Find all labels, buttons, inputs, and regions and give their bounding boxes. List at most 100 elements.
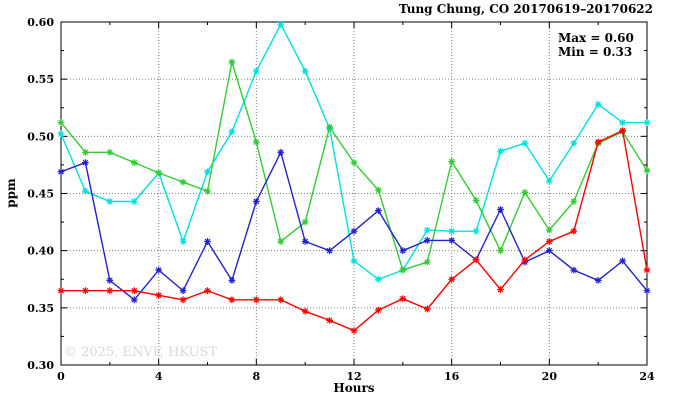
data-point-marker <box>423 258 431 266</box>
data-point-marker <box>130 159 138 166</box>
plot-frame <box>60 21 648 366</box>
data-point-marker <box>155 291 163 299</box>
data-point-marker <box>570 198 578 205</box>
data-point-marker <box>545 226 553 234</box>
data-point-marker <box>521 256 529 264</box>
grid-lines <box>61 22 647 365</box>
data-point-marker <box>228 128 236 136</box>
max-annotation: Max = 0.60 <box>558 31 634 45</box>
data-point-marker <box>375 207 382 214</box>
data-point-marker <box>570 139 578 147</box>
data-point-marker <box>252 138 260 146</box>
data-point-marker <box>619 119 626 126</box>
data-point-marker <box>375 306 382 314</box>
data-point-marker <box>301 238 309 245</box>
data-point-marker <box>497 147 504 155</box>
data-point-marker <box>301 307 309 315</box>
data-point-marker <box>82 148 89 156</box>
y-tick-label: 0.30 <box>27 359 54 372</box>
data-point-marker <box>326 247 333 255</box>
data-point-marker <box>423 226 431 234</box>
data-point-marker <box>399 295 407 303</box>
series-red-markers <box>57 127 651 335</box>
data-point-marker <box>448 158 456 165</box>
data-point-marker <box>472 256 480 264</box>
data-point-marker <box>497 247 504 255</box>
series-red <box>57 127 651 335</box>
y-tick-label: 0.60 <box>27 16 54 29</box>
data-point-marker <box>643 119 651 126</box>
x-tick-label: 12 <box>346 370 361 383</box>
data-point-marker <box>301 218 309 226</box>
data-point-marker <box>472 227 480 235</box>
data-point-marker <box>82 187 89 195</box>
min-annotation: Min = 0.33 <box>558 45 632 59</box>
data-point-marker <box>594 138 602 146</box>
data-point-marker <box>448 275 456 283</box>
data-point-marker <box>326 123 333 131</box>
data-point-marker <box>545 177 553 185</box>
data-point-marker <box>350 159 358 166</box>
data-point-marker <box>57 119 65 126</box>
data-point-marker <box>204 287 211 295</box>
plot-render-layer: 0 4 8 12 16 20 24 0.30 0.35 0.40 0.45 0.50 0.55 0.60 <box>27 16 655 383</box>
data-point-marker <box>350 227 358 235</box>
y-tick-label: 0.55 <box>27 73 54 86</box>
data-point-marker <box>619 127 626 134</box>
y-tick-label: 0.50 <box>27 130 54 143</box>
data-point-marker <box>619 257 626 265</box>
data-point-marker <box>497 286 504 293</box>
data-point-marker <box>375 275 382 283</box>
data-point-marker <box>643 287 651 295</box>
data-point-marker <box>179 178 187 186</box>
x-tick-label: 16 <box>444 370 460 383</box>
data-point-marker <box>228 277 236 284</box>
x-axis-label: Hours <box>333 381 374 395</box>
data-point-marker <box>179 296 187 304</box>
data-point-marker <box>57 287 65 295</box>
data-point-marker <box>204 187 211 195</box>
data-point-marker <box>399 247 407 255</box>
data-point-marker <box>350 257 358 265</box>
data-point-marker <box>643 266 651 274</box>
data-point-marker <box>57 130 65 138</box>
series-green <box>57 58 651 274</box>
x-tick-label: 24 <box>639 370 655 383</box>
data-point-marker <box>130 287 138 295</box>
data-point-marker <box>594 277 602 284</box>
data-point-marker <box>57 168 65 176</box>
data-point-marker <box>106 198 114 205</box>
data-point-marker <box>643 167 651 174</box>
data-point-marker <box>350 327 358 335</box>
data-point-marker <box>179 287 187 295</box>
data-point-marker <box>448 227 456 235</box>
x-tick-label: 20 <box>542 370 558 383</box>
data-point-marker <box>594 100 602 108</box>
data-point-marker <box>301 67 309 75</box>
data-point-marker <box>277 148 285 156</box>
data-point-marker <box>277 238 285 245</box>
series-blue <box>57 148 651 304</box>
y-tick-label: 0.45 <box>27 188 54 201</box>
data-point-marker <box>106 287 114 295</box>
tick-labels: 0 4 8 12 16 20 24 0.30 0.35 0.40 0.45 0.50 0.55 0.60 <box>27 16 655 383</box>
y-tick-label: 0.35 <box>27 302 54 315</box>
data-point-marker <box>423 305 431 313</box>
data-point-marker <box>521 139 529 147</box>
chart-title: Tung Chung, CO 20170619–20170622 <box>399 2 653 16</box>
data-point-marker <box>155 266 163 274</box>
data-point-marker <box>423 237 431 244</box>
data-point-marker <box>570 227 578 235</box>
data-point-marker <box>252 198 260 205</box>
data-point-marker <box>448 237 456 244</box>
data-point-marker <box>106 148 114 156</box>
data-point-marker <box>570 266 578 274</box>
data-point-marker <box>277 20 285 28</box>
data-point-marker <box>326 317 333 324</box>
data-point-marker <box>252 67 260 75</box>
x-tick-label: 0 <box>57 370 65 383</box>
data-point-marker <box>204 168 211 176</box>
data-point-marker <box>375 186 382 194</box>
